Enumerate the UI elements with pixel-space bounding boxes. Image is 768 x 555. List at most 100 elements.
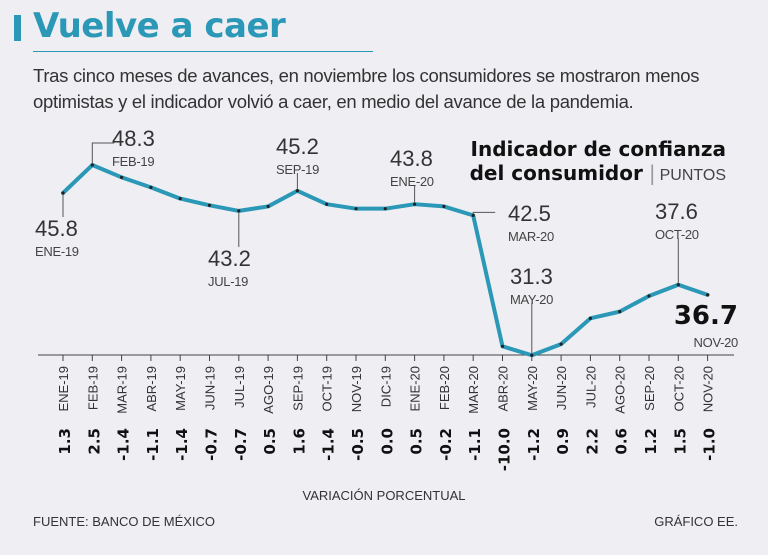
- x-tick-label: SEP-20: [642, 366, 657, 411]
- x-tick-label: MAY-19: [173, 366, 188, 411]
- variation-value: 0.9: [554, 428, 572, 455]
- series-line: [61, 163, 710, 358]
- x-tick-label: AGO-19: [261, 366, 276, 414]
- credit-note: GRÁFICO EE.: [654, 514, 738, 529]
- x-tick-label: AGO-20: [613, 366, 628, 414]
- x-tick-label: MAR-19: [115, 366, 130, 414]
- data-point: [237, 209, 241, 213]
- date-label: MAY-20: [510, 292, 553, 307]
- x-tick-label: DIC-19: [378, 366, 393, 407]
- data-point: [178, 196, 182, 201]
- value-label: 31.3: [510, 264, 553, 289]
- source-note: FUENTE: BANCO DE MÉXICO: [33, 514, 216, 529]
- subtitle: Tras cinco meses de avances, en noviembr…: [33, 65, 700, 112]
- data-point: [383, 207, 387, 211]
- variation-value: 2.5: [85, 428, 103, 455]
- variation-value: 0.6: [613, 428, 631, 455]
- variation-value: 1.6: [290, 428, 308, 455]
- chart-heading-line2-wrap: del consumidor | PUNTOS: [470, 161, 726, 188]
- variation-value: -0.7: [203, 428, 221, 461]
- x-tick-label: OCT-19: [320, 366, 335, 412]
- variation-value: -1.4: [320, 428, 338, 461]
- value-label: 45.8: [35, 216, 78, 241]
- variation-value: -1.0: [701, 428, 719, 461]
- date-label: ENE-19: [35, 244, 79, 259]
- title-accent-bar: [14, 15, 21, 41]
- data-point: [676, 283, 680, 287]
- x-tick-label: FEB-20: [437, 366, 452, 410]
- x-tick-label: JUN-19: [203, 366, 218, 410]
- chart-heading-line1: Indicador de confianza: [470, 137, 726, 161]
- date-label: ENE-20: [390, 174, 434, 189]
- value-label: 43.8: [390, 146, 433, 171]
- data-point: [325, 202, 329, 206]
- variation-value: 0.5: [408, 428, 426, 455]
- data-point: [413, 202, 417, 206]
- data-point: [207, 203, 212, 207]
- data-point: [471, 213, 475, 217]
- title-divider: [33, 51, 373, 52]
- data-point: [588, 316, 593, 320]
- date-label: OCT-20: [655, 227, 699, 242]
- data-point: [90, 163, 94, 167]
- x-tick-label: ENE-19: [56, 366, 71, 412]
- variation-value: -0.2: [437, 428, 455, 461]
- x-tick-label: JUL-19: [232, 366, 247, 408]
- value-label: 36.7: [674, 301, 738, 331]
- data-point: [266, 204, 270, 209]
- value-label: 37.6: [655, 199, 698, 224]
- variation-value: 1.3: [56, 428, 74, 455]
- x-tick-label: ENE-20: [408, 366, 423, 412]
- value-label: 48.3: [112, 126, 155, 151]
- data-point: [647, 294, 651, 298]
- variation-value: -1.1: [144, 428, 162, 461]
- unit-separator: |: [648, 161, 656, 185]
- x-tick-label: FEB-19: [85, 366, 100, 410]
- x-tick-label: MAY-20: [525, 366, 540, 411]
- x-tick-label: JUL-20: [583, 366, 598, 408]
- variation-value: 2.2: [583, 428, 601, 455]
- x-tick-label: MAR-20: [466, 366, 481, 414]
- variation-value: 0.5: [261, 428, 279, 455]
- x-tick-label: ABR-20: [496, 366, 511, 412]
- x-tick-label: ABR-19: [144, 366, 159, 412]
- data-point: [354, 207, 358, 211]
- x-tick-label: NOV-20: [701, 366, 716, 412]
- page-title: Vuelve a caer: [33, 6, 286, 46]
- date-label: NOV-20: [694, 335, 739, 350]
- variation-value: -10.0: [496, 428, 514, 471]
- x-tick-label: NOV-19: [349, 366, 364, 412]
- data-point: [706, 293, 710, 297]
- data-point: [618, 310, 622, 314]
- leader-line: [472, 211, 496, 216]
- chart-heading-line2: del consumidor: [469, 161, 643, 185]
- value-label: 45.2: [276, 134, 319, 159]
- data-point: [530, 353, 534, 357]
- leader-line: [91, 142, 115, 166]
- data-point: [120, 175, 124, 179]
- variation-value: -1.2: [525, 428, 543, 461]
- data-point: [61, 191, 65, 195]
- chart-heading: Indicador de confianza del consumidor | PU…: [470, 137, 726, 188]
- date-label: MAR-20: [508, 229, 554, 244]
- chart-unit: PUNTOS: [659, 167, 726, 184]
- variation-value: 1.5: [671, 428, 689, 455]
- variation-caption: VARIACIÓN PORCENTUAL: [302, 488, 465, 503]
- value-label: 42.5: [508, 201, 551, 226]
- variation-value: -1.4: [115, 428, 133, 461]
- data-point: [442, 204, 446, 209]
- data-point: [559, 342, 563, 346]
- date-label: JUL-19: [208, 274, 248, 289]
- date-label: SEP-19: [276, 162, 319, 177]
- value-label: 43.2: [208, 246, 251, 271]
- variation-value: 0.0: [378, 428, 396, 455]
- variation-value: -1.1: [466, 428, 484, 461]
- variation-value: 1.2: [642, 428, 660, 455]
- variation-value: -1.4: [173, 428, 191, 461]
- variation-value: -0.5: [349, 428, 367, 461]
- data-point: [295, 189, 299, 193]
- x-tick-label: SEP-19: [290, 366, 305, 411]
- variation-value: -0.7: [232, 428, 250, 461]
- data-point: [500, 344, 505, 348]
